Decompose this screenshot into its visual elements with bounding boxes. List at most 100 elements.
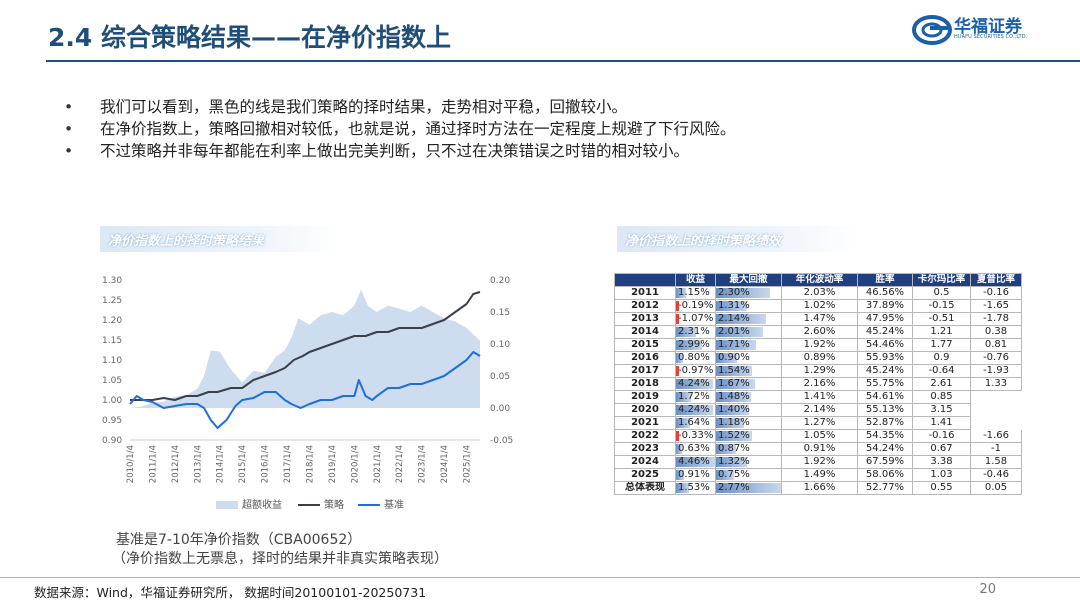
year-cell: 2011 — [614, 286, 676, 300]
return-cell: 1.15% — [675, 286, 716, 300]
bullet-item: 在净价指数上，策略回撤相对较低，也就是说，通过择时方法在一定程度上规避了下行风险… — [64, 118, 1054, 140]
right-axis-tick-label: -0.05 — [490, 436, 513, 446]
drawdown-cell: 1.54% — [715, 364, 782, 378]
drawdown-bar — [716, 392, 751, 402]
calmar-cell-value: -0.15 — [928, 300, 955, 312]
year-cell-value: 2013 — [631, 313, 659, 325]
timing-strategy-chart: 1.30 1.25 1.20 1.15 1.10 1.05 1.00 0.95 0.90 0.20… — [102, 276, 513, 511]
calmar-cell: 2.61 — [912, 377, 971, 391]
volatility-cell: 2.14% — [781, 403, 858, 417]
return-cell: 2.31% — [675, 325, 716, 339]
legend-label-strategy: 策略 — [324, 498, 344, 511]
sharpe-cell: -1.93 — [970, 364, 1022, 378]
year-cell: 2022 — [614, 429, 676, 443]
sharpe-cell-value: -1.93 — [983, 365, 1009, 377]
win-rate-cell-value: 54.24% — [865, 443, 905, 455]
return-bar — [676, 431, 679, 441]
drawdown-bar — [716, 366, 753, 376]
table-row: 2017 -0.97% 1.54% 1.29% 45.24% -0.64 -1.93 — [614, 364, 1022, 378]
win-rate-cell-value: 58.06% — [865, 469, 905, 481]
left-axis-tick-label: 1.05 — [102, 376, 122, 386]
drawdown-cell: 1.52% — [715, 429, 782, 443]
drawdown-cell: 2.77% — [715, 481, 782, 495]
volatility-cell: 0.91% — [781, 442, 858, 456]
return-cell: 0.63% — [675, 442, 716, 456]
win-rate-cell-value: 45.24% — [865, 365, 905, 377]
logo-emblem-icon — [912, 15, 952, 45]
year-cell: 2020 — [614, 403, 676, 417]
volatility-cell-value: 1.41% — [803, 391, 836, 403]
sharpe-cell: -0.76 — [970, 351, 1022, 365]
return-bar — [676, 418, 691, 428]
year-cell: 总体表现 — [614, 481, 676, 495]
return-cell-value: 1.53% — [678, 482, 710, 494]
drawdown-bar — [716, 418, 744, 428]
year-cell-value: 2016 — [631, 352, 659, 364]
win-rate-cell-value: 47.95% — [865, 313, 905, 325]
win-rate-cell-value: 55.13% — [865, 404, 905, 416]
return-cell-value: 2.31% — [678, 326, 710, 338]
calmar-cell: -0.16 — [912, 429, 971, 443]
calmar-cell: 0.67 — [912, 442, 971, 456]
win-rate-cell-value: 52.87% — [865, 417, 905, 429]
volatility-cell: 1.02% — [781, 299, 858, 313]
return-cell: -1.07% — [675, 312, 716, 326]
sharpe-cell: -0.46 — [970, 468, 1022, 482]
x-axis-tick-label: 2013/1/4 — [193, 445, 203, 483]
year-cell: 2025 — [614, 468, 676, 482]
header-cell: 夏普比率 — [970, 273, 1022, 287]
volatility-cell: 2.16% — [781, 377, 858, 391]
calmar-cell-value: 1.41 — [930, 417, 953, 429]
drawdown-cell: 1.67% — [715, 377, 782, 391]
calmar-cell: -0.51 — [912, 312, 971, 326]
legend-label-benchmark: 基准 — [384, 498, 404, 511]
calmar-cell-value: -0.51 — [928, 313, 955, 325]
right-axis-tick-label: 0.15 — [490, 308, 510, 318]
return-bar — [676, 301, 679, 311]
calmar-cell: -0.15 — [912, 299, 971, 313]
volatility-cell-value: 1.92% — [803, 339, 836, 351]
sharpe-cell: -1.66 — [970, 429, 1022, 443]
table-row: 2022 -0.33% 1.52% 1.05% 54.35% -0.16 -1.66 — [614, 429, 1022, 443]
drawdown-cell-value: 2.14% — [718, 313, 750, 325]
drawdown-cell-value: 1.48% — [718, 391, 750, 403]
left-axis-tick-label: 0.90 — [102, 436, 122, 446]
win-rate-cell-value: 55.93% — [865, 352, 905, 364]
return-cell: 0.91% — [675, 468, 716, 482]
table-row: 2019 1.72% 1.48% 1.41% 54.61% 0.85 — [614, 390, 1022, 404]
volatility-cell: 1.92% — [781, 455, 858, 469]
left-axis-tick-label: 1.15 — [102, 336, 122, 346]
return-cell: -0.19% — [675, 299, 716, 313]
return-cell: 1.64% — [675, 416, 716, 430]
left-axis-tick-label: 1.00 — [102, 396, 122, 406]
x-axis-tick-label: 2015/1/4 — [238, 445, 248, 483]
return-cell: -0.33% — [675, 429, 716, 443]
logo-name-en: HUAFU SECURITIES CO.,LTD. — [954, 34, 1028, 40]
title-divider — [46, 60, 1080, 62]
drawdown-cell: 1.48% — [715, 390, 782, 404]
right-axis-tick-label: 0.10 — [490, 340, 510, 350]
x-axis-tick-label: 2012/1/4 — [171, 445, 181, 483]
x-axis-tick-label: 2016/1/4 — [261, 445, 271, 483]
calmar-cell-value: 3.15 — [930, 404, 953, 416]
year-cell: 2018 — [614, 377, 676, 391]
win-rate-cell: 52.87% — [857, 416, 913, 430]
calmar-cell-value: 2.61 — [930, 378, 953, 390]
year-cell-value: 2023 — [631, 443, 659, 455]
win-rate-cell: 46.56% — [857, 286, 913, 300]
volatility-cell: 2.03% — [781, 286, 858, 300]
return-cell: 1.53% — [675, 481, 716, 495]
drawdown-cell-value: 2.01% — [718, 326, 750, 338]
drawdown-bar — [716, 457, 747, 467]
return-cell-value: 4.24% — [678, 404, 710, 416]
return-bar — [676, 340, 703, 350]
volatility-cell-value: 2.14% — [803, 404, 836, 416]
table-row: 2021 1.64% 1.18% 1.27% 52.87% 1.41 — [614, 416, 1022, 430]
right-axis-tick-label: 0.00 — [490, 404, 510, 414]
sharpe-cell-value: -0.46 — [983, 469, 1009, 481]
return-cell: 4.46% — [675, 455, 716, 469]
drawdown-bar — [716, 379, 756, 389]
logo-name-cn: 华福证券 — [954, 17, 1022, 37]
drawdown-cell: 1.31% — [715, 299, 782, 313]
calmar-cell-value: 0.55 — [930, 482, 953, 494]
